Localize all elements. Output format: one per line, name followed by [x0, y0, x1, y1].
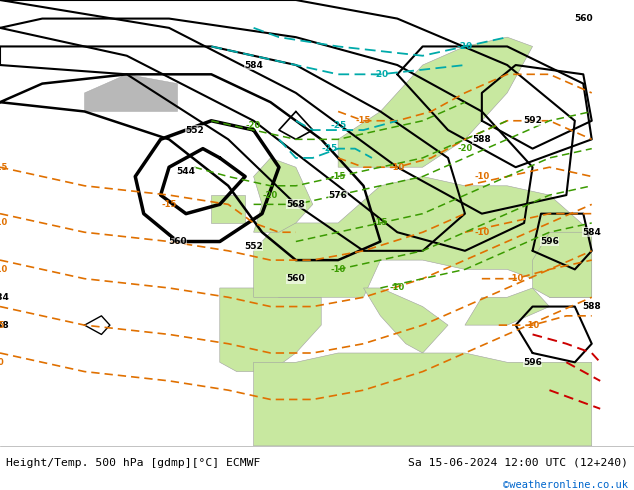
Text: 552: 552 — [244, 242, 263, 251]
Text: -25: -25 — [321, 144, 338, 153]
Polygon shape — [363, 288, 448, 353]
Text: -15: -15 — [0, 163, 8, 172]
Polygon shape — [254, 158, 313, 232]
Text: 560: 560 — [574, 14, 593, 23]
Text: -20: -20 — [457, 42, 473, 51]
Text: 576: 576 — [328, 191, 347, 199]
Text: 588: 588 — [0, 320, 10, 330]
Polygon shape — [338, 37, 533, 167]
Text: 552: 552 — [185, 125, 204, 135]
Text: 544: 544 — [176, 168, 195, 176]
Text: -20: -20 — [263, 191, 278, 199]
Polygon shape — [84, 74, 178, 112]
Text: 596: 596 — [540, 237, 559, 246]
Text: 560: 560 — [287, 274, 305, 283]
Text: -25: -25 — [330, 121, 346, 130]
Text: 560: 560 — [168, 237, 187, 246]
Polygon shape — [220, 288, 321, 371]
Polygon shape — [533, 232, 592, 297]
Text: 596: 596 — [523, 358, 542, 367]
Text: -20: -20 — [457, 144, 472, 153]
Text: -15: -15 — [330, 172, 346, 181]
Text: -10: -10 — [390, 163, 405, 172]
Text: Height/Temp. 500 hPa [gdmp][°C] ECMWF: Height/Temp. 500 hPa [gdmp][°C] ECMWF — [6, 458, 261, 467]
Polygon shape — [465, 288, 550, 325]
Text: 568: 568 — [287, 200, 305, 209]
Text: -10: -10 — [0, 219, 8, 227]
Text: -5: -5 — [0, 320, 4, 330]
Text: -10: -10 — [0, 265, 8, 274]
Polygon shape — [211, 195, 245, 223]
Text: -10: -10 — [390, 284, 405, 293]
Text: 584: 584 — [582, 228, 601, 237]
Text: 588: 588 — [472, 135, 491, 144]
Text: -15: -15 — [373, 219, 388, 227]
Text: -15: -15 — [356, 116, 371, 125]
Text: 0: 0 — [0, 358, 3, 367]
Text: 584: 584 — [244, 61, 263, 70]
Text: -20: -20 — [246, 121, 261, 130]
Text: -10: -10 — [508, 274, 523, 283]
Text: -10: -10 — [474, 172, 489, 181]
Text: -10: -10 — [330, 265, 346, 274]
Text: -10: -10 — [474, 228, 489, 237]
Text: -20: -20 — [372, 70, 389, 79]
Text: -15: -15 — [162, 200, 177, 209]
Text: 588: 588 — [583, 302, 601, 311]
Text: -10: -10 — [525, 320, 540, 330]
Text: 592: 592 — [523, 116, 542, 125]
Text: Sa 15-06-2024 12:00 UTC (12+240): Sa 15-06-2024 12:00 UTC (12+240) — [408, 458, 628, 467]
Polygon shape — [254, 353, 592, 446]
Text: ©weatheronline.co.uk: ©weatheronline.co.uk — [503, 480, 628, 490]
Polygon shape — [254, 176, 592, 297]
Text: 584: 584 — [0, 293, 10, 302]
